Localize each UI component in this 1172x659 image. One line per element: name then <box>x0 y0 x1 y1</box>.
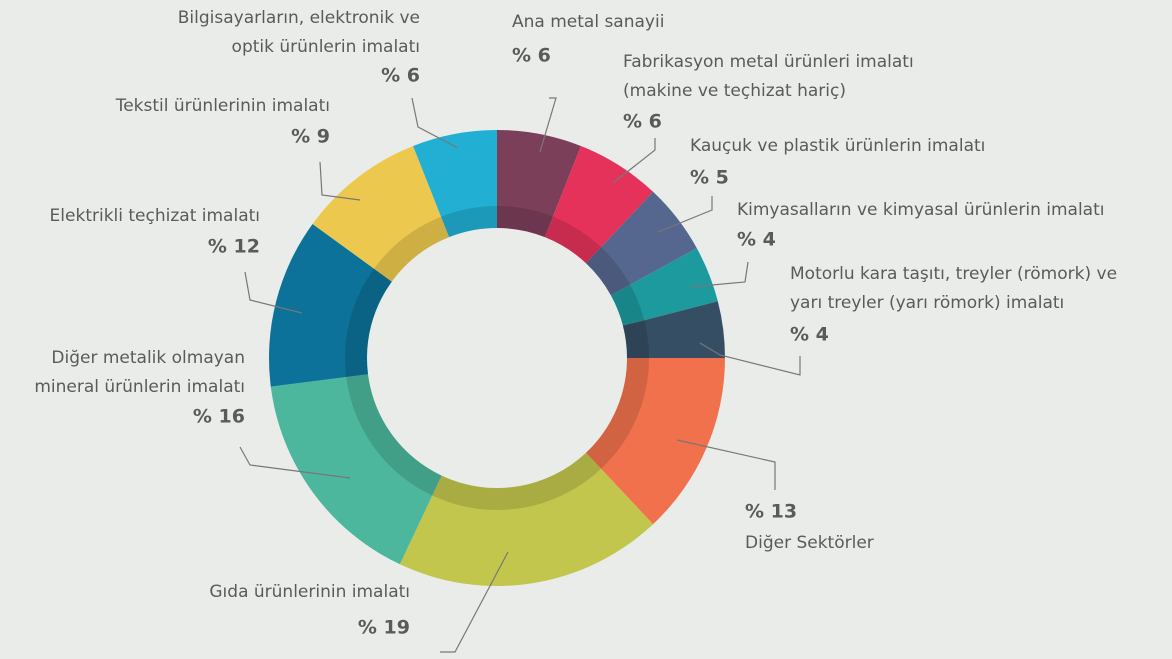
label-line: Kauçuk ve plastik ürünlerin imalatı <box>690 136 985 156</box>
label-line: optik ürünlerin imalatı <box>232 37 420 57</box>
leader-line <box>612 138 656 184</box>
label-line: mineral ürünlerin imalatı <box>34 377 245 397</box>
value-label: % 6 <box>623 111 662 133</box>
label-line: Diğer Sektörler <box>745 533 874 553</box>
category-label: Bilgisayarların, elektronik ve optik ürün… <box>178 8 420 57</box>
donut-segment <box>544 146 654 264</box>
value-label: % 12 <box>208 236 260 258</box>
value-label: % 9 <box>291 126 330 148</box>
donut-segment <box>269 223 392 387</box>
value-label: % 6 <box>512 45 551 67</box>
leader-line <box>319 161 361 201</box>
value-label: % 16 <box>193 406 245 428</box>
donut-segment <box>585 191 697 296</box>
category-label: Fabrikasyon metal ürünleri imalatı (makin… <box>623 52 914 101</box>
value-label: % 13 <box>745 501 797 523</box>
category-label: Diğer Sektörler <box>745 533 874 553</box>
donut-segment <box>610 248 718 326</box>
label-line: Tekstil ürünlerinin imalatı <box>115 96 330 116</box>
category-label: Kauçuk ve plastik ürünlerin imalatı <box>690 136 985 156</box>
label-line: Motorlu kara taşıtı, treyler (römork) ve <box>790 264 1117 284</box>
category-label: Diğer metalik olmayan mineral ürünlerin i… <box>34 348 245 397</box>
leader-line <box>239 446 351 479</box>
donut-segment <box>270 374 442 565</box>
donut-segment <box>622 301 725 358</box>
category-label: Motorlu kara taşıtı, treyler (römork) ve… <box>790 264 1117 313</box>
label-line: Kimyasalların ve kimyasal ürünlerin imal… <box>737 200 1104 220</box>
label-line: yarı treyler (yarı römork) imalatı <box>790 293 1064 313</box>
leader-line <box>676 439 776 490</box>
category-label: Ana metal sanayii <box>512 12 664 32</box>
value-label: % 19 <box>358 617 410 639</box>
value-label: % 4 <box>790 324 829 346</box>
category-label: Elektrikli teçhizat imalatı <box>50 206 260 226</box>
value-label: % 6 <box>381 65 420 87</box>
donut-segment <box>497 130 581 238</box>
donut-segment <box>413 130 497 238</box>
leader-line <box>539 97 557 153</box>
category-label: Tekstil ürünlerinin imalatı <box>115 96 330 116</box>
leader-line <box>244 271 303 314</box>
leader-line <box>699 342 801 376</box>
label-line: Diğer metalik olmayan <box>51 348 245 368</box>
leader-line <box>657 196 713 233</box>
label-line: Elektrikli teçhizat imalatı <box>50 206 260 226</box>
donut-segment <box>312 146 450 282</box>
label-line: Bilgisayarların, elektronik ve <box>178 8 420 28</box>
category-label: Kimyasalların ve kimyasal ürünlerin imal… <box>737 200 1104 220</box>
donut-segment <box>399 452 654 586</box>
label-line: Fabrikasyon metal ürünleri imalatı <box>623 52 914 72</box>
donut-segment <box>585 358 725 525</box>
value-label: % 5 <box>690 167 729 189</box>
leader-line <box>411 97 459 149</box>
value-label: % 4 <box>737 229 776 251</box>
category-label: Gıda ürünlerinin imalatı <box>209 582 410 602</box>
label-line: Ana metal sanayii <box>512 12 664 32</box>
leader-line <box>440 551 509 653</box>
leader-line <box>689 261 749 288</box>
inner-band <box>345 206 649 510</box>
label-line: (makine ve teçhizat hariç) <box>623 81 846 101</box>
label-line: Gıda ürünlerinin imalatı <box>209 582 410 602</box>
